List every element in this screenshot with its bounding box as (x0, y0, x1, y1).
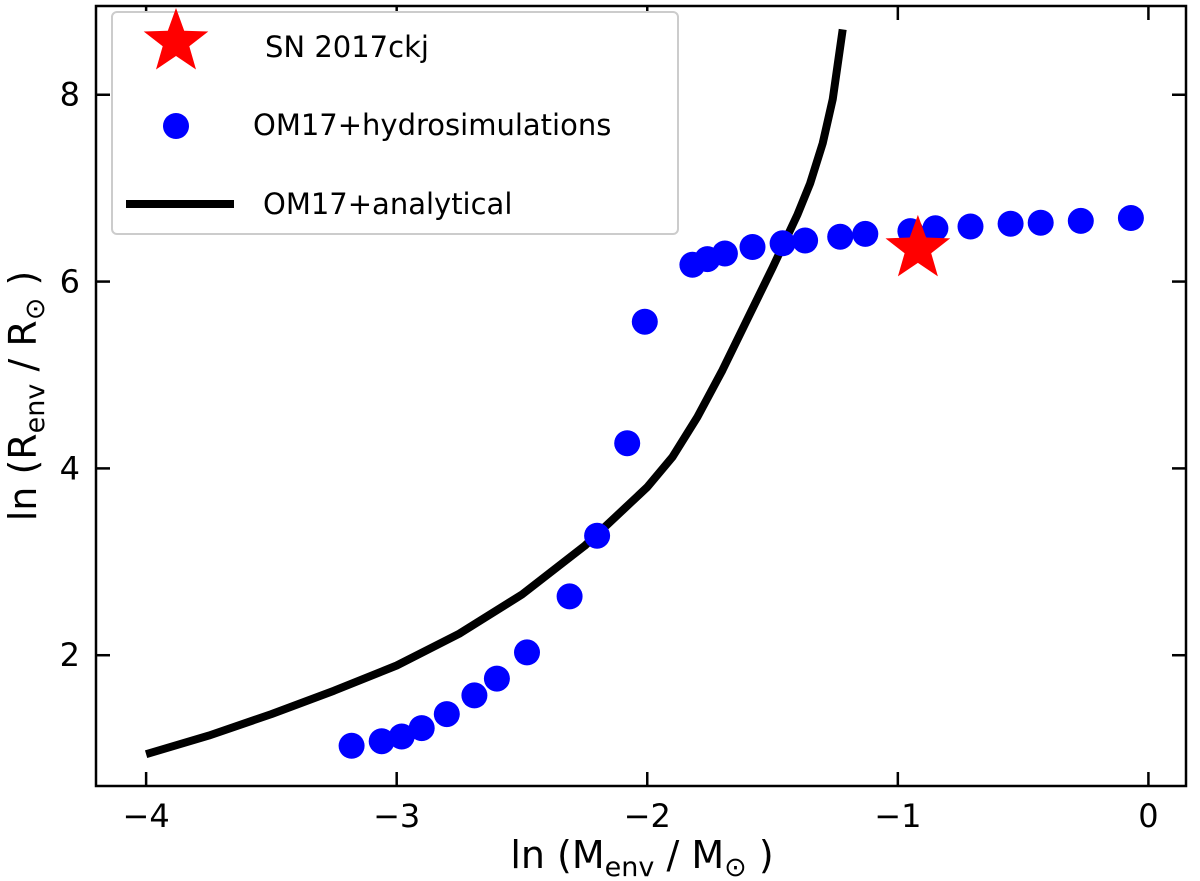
hydro-point (368, 728, 395, 755)
y-axis-label: ln (Renv / R⊙ ) (1, 271, 51, 522)
sn-2017ckj-star (885, 214, 951, 277)
hydro-point (827, 223, 854, 250)
hydro-point (461, 682, 488, 709)
hydro-point (614, 430, 641, 457)
hydro-point (388, 723, 415, 750)
y-tick-label: 4 (60, 449, 80, 487)
hydro-point (408, 715, 435, 742)
hydro-point (739, 234, 766, 260)
y-tick-label: 2 (60, 636, 80, 674)
star-layer (885, 214, 951, 277)
hydro-point (852, 220, 879, 247)
hydro-point (1027, 209, 1054, 236)
plot-frame (94, 4, 1188, 788)
hydro-point (922, 215, 949, 242)
hydro-point (711, 240, 738, 267)
legend-label-hydro: OM17+hydrosimulations (253, 108, 611, 142)
y-tick-label: 6 (60, 263, 80, 301)
hydro-point (769, 230, 796, 257)
hydro-point (997, 210, 1024, 237)
x-tick-label: −2 (624, 797, 671, 835)
analytical-curve-layer (144, 28, 847, 759)
hydro-point (631, 308, 658, 335)
x-tick-label: −3 (373, 797, 420, 835)
legend-box (111, 11, 679, 235)
hydro-point (483, 665, 510, 692)
hydro-point (338, 732, 365, 759)
tick-labels: −4 −3 −2 −1 0 2 4 6 8 (60, 76, 1159, 835)
hydro-point (433, 701, 460, 728)
legend-dot-marker (163, 113, 189, 139)
hydro-point (1117, 205, 1144, 231)
hydro-point (1067, 207, 1094, 234)
hydro-point (792, 227, 819, 254)
legend-label-analytical: OM17+analytical (263, 187, 512, 221)
hydro-point (957, 213, 984, 240)
x-tick-label: −4 (123, 797, 170, 835)
x-tick-label: 0 (1138, 797, 1158, 835)
x-tick-label: −1 (874, 797, 921, 835)
y-tick-label: 8 (60, 76, 80, 114)
hydro-point (556, 583, 583, 610)
axis-ticks (96, 6, 1186, 786)
hydro-dots-layer (338, 205, 1144, 759)
legend-star-marker (143, 8, 209, 70)
analytical-curve (144, 28, 847, 759)
hydro-point (584, 522, 611, 549)
legend-label-sn: SN 2017ckj (265, 30, 429, 64)
legend: SN 2017ckj OM17+hydrosimulations OM17+an… (111, 8, 679, 235)
x-axis-label: ln (Menv / M⊙ ) (510, 833, 773, 881)
hydro-point (514, 639, 540, 666)
